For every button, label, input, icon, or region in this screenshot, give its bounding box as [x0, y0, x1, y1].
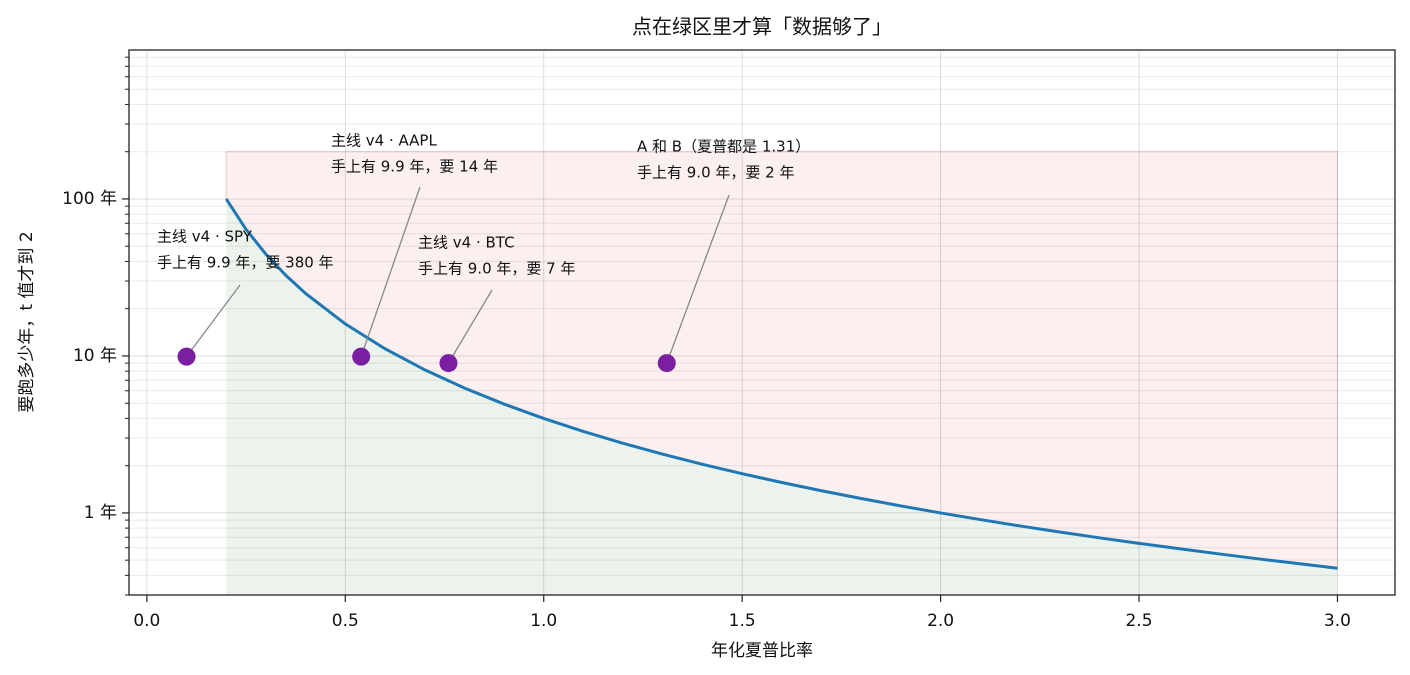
x-tick-label: 1.0: [530, 611, 557, 631]
annotation-arrow: [447, 289, 493, 364]
x-tick-label: 2.0: [927, 611, 954, 631]
annotation-arrow: [666, 194, 730, 364]
x-tick-label: 0.0: [133, 611, 160, 631]
x-tick-label: 1.5: [729, 611, 756, 631]
x-tick-label: 2.5: [1125, 611, 1152, 631]
curve: [224, 198, 1338, 570]
safe-region: [226, 198, 1338, 596]
point: [657, 354, 676, 373]
x-axis-label: 年化夏普比率: [711, 641, 813, 661]
point: [439, 354, 458, 373]
chart-title: 点在绿区里才算「数据够了」: [632, 15, 892, 39]
annotation: 手上有 9.9 年，要 14 年: [331, 158, 498, 176]
x-tick-label: 3.0: [1324, 611, 1351, 631]
y-tick-label: 10 年: [73, 346, 117, 366]
y-tick-label: 1 年: [84, 503, 117, 523]
point: [177, 347, 196, 366]
annotation: 主线 v4 · BTC: [418, 234, 515, 252]
x-tick-label: 0.5: [332, 611, 359, 631]
annotation-arrow: [186, 284, 241, 358]
annotation: 手上有 9.9 年，要 380 年: [157, 254, 334, 272]
plot-frame: [128, 49, 1396, 596]
annotation: A 和 B（夏普都是 1.31）: [637, 138, 810, 156]
point: [352, 347, 371, 366]
annotation-arrow: [360, 186, 421, 357]
annotation: 主线 v4 · SPY: [157, 228, 253, 246]
annotation: 主线 v4 · AAPL: [331, 132, 437, 150]
annotation: 手上有 9.0 年，要 7 年: [418, 260, 575, 278]
annotation: 手上有 9.0 年，要 2 年: [637, 164, 794, 182]
y-tick-label: 100 年: [62, 189, 117, 209]
y-axis-label: 要跑多少年，t 值才到 2: [17, 231, 37, 412]
